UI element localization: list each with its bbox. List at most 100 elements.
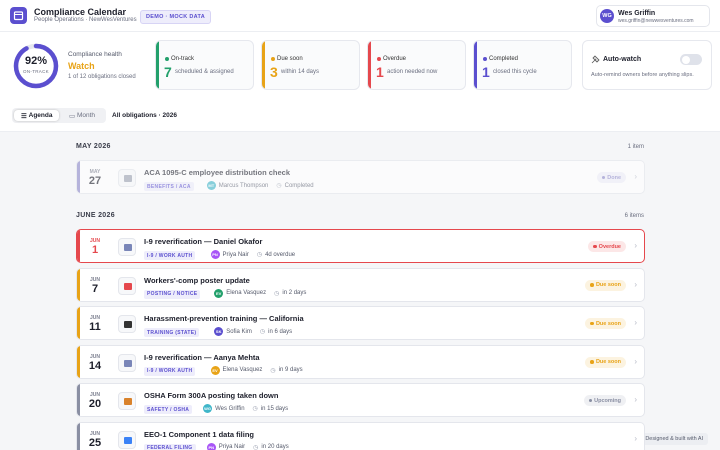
date-month: JUN (89, 353, 100, 360)
status-label: Upcoming (594, 397, 621, 404)
owner-avatar: EV (210, 365, 220, 375)
health-detail: 1 of 12 obligations closed (68, 74, 136, 80)
row-title: I-9 reverification — Daniel Okafor (144, 237, 263, 246)
owner-name: Elena Vasquez (222, 367, 263, 373)
status-label: Due soon (595, 282, 621, 288)
date-month: JUN (89, 276, 100, 283)
category-tag: FEDERAL FILING (144, 443, 196, 450)
row-title: EEO-1 Component 1 data filing (144, 429, 255, 439)
category-icon (118, 169, 136, 187)
owner: MT Marcus Thompson ◷ Completed (206, 181, 314, 190)
owner-name: Sofia Kim (226, 328, 252, 335)
obligation-row[interactable]: MAY 27 ACA 1095-C employee distribution ch… (76, 160, 645, 194)
date-day: 20 (88, 398, 102, 410)
group-heading: MAY 2026 (76, 143, 111, 150)
row-chevron: › (634, 318, 637, 327)
card-accent (368, 41, 371, 89)
owner-name: Marcus Thompson (218, 182, 269, 189)
status-dot (590, 283, 594, 287)
obligation-row[interactable]: JUN 20 OSHA Form 300A posting taken down SA… (76, 383, 645, 417)
row-chevron: › (634, 395, 637, 404)
card-accent (474, 41, 477, 89)
card-detail: action needed now (387, 69, 438, 75)
row-title: Workers'-comp poster update (144, 275, 250, 285)
owner-avatar: MT (206, 181, 216, 190)
status-pill: Due soon (585, 356, 626, 368)
category-icon (118, 430, 136, 449)
owner-name: Wes Griffin (215, 405, 245, 412)
obligation-row[interactable]: JUN 11 Harassment-prevention training — Ca… (76, 306, 645, 340)
due-text: in 6 days (268, 328, 293, 335)
app-title: Compliance Calendar (34, 7, 127, 17)
group-count: 1 item (627, 144, 644, 150)
row-accent (77, 230, 80, 262)
date-month: JUN (89, 315, 100, 321)
owner-name: Priya Nair (218, 444, 246, 450)
date-day: 11 (89, 321, 101, 333)
auto-watch-toggle[interactable] (680, 54, 702, 65)
status-dot (601, 175, 606, 180)
user-email: wes.griffin@newwesventures.com (618, 18, 694, 24)
ring-caption: ON-TRACK (23, 69, 49, 74)
status-dot (593, 244, 597, 249)
row-title: ACA 1095-C employee distribution check (144, 168, 291, 177)
card-label: Overdue (383, 56, 407, 62)
owner-avatar: PN (210, 250, 220, 259)
owner-name: Priya Nair (222, 251, 249, 258)
card-detail: closed this cycle (493, 69, 537, 75)
status-pill: Overdue (588, 241, 626, 252)
category-icon (118, 276, 136, 295)
stat-card: Due soon 3 within 14 days (261, 40, 360, 90)
logo (10, 7, 27, 24)
stat-card: Overdue 1 action needed now (367, 40, 466, 90)
card-detail: scheduled & assigned (175, 69, 234, 75)
health-ring: 92% ON-TRACK (13, 43, 59, 89)
card-accent (262, 41, 265, 89)
due-icon: ◷ (276, 183, 282, 189)
user-menu[interactable]: WG Wes Griffin wes.griffin@newwesventure… (596, 5, 710, 27)
stat-card: Completed 1 closed this cycle (473, 40, 572, 90)
obligation-row[interactable]: JUN 25 EEO-1 Component 1 data filing FEDERA… (76, 421, 645, 450)
date-month: JUN (89, 392, 100, 398)
tab-agenda[interactable]: ☰ Agenda (14, 110, 60, 121)
health-title: Compliance health (68, 51, 122, 58)
owner: PN Priya Nair ◷ in 20 days (206, 442, 289, 450)
date-day: 1 (91, 244, 99, 256)
tab-month[interactable]: ▭ Month (69, 112, 96, 120)
due-icon: ◷ (256, 252, 263, 258)
date-day: 7 (91, 282, 99, 295)
row-chevron: › (634, 433, 637, 443)
owner: PN Priya Nair ◷ 4d overdue (210, 250, 295, 259)
status-dot (590, 321, 594, 326)
obligation-row[interactable]: JUN 7 Workers'-comp poster update POSTING /… (76, 267, 645, 302)
category-tag: I-9 / WORK AUTH (144, 366, 196, 376)
due-text: in 20 days (261, 444, 289, 450)
group-heading: JUNE 2026 (76, 212, 115, 219)
obligation-row[interactable]: JUN 1 I-9 reverification — Daniel Okafor I-… (76, 229, 645, 263)
status-label: Done (607, 174, 621, 181)
owner-avatar: PN (206, 442, 216, 450)
obligation-row[interactable]: JUN 14 I-9 reverification — Aanya Mehta I-9… (76, 344, 645, 379)
status-label: Due soon (595, 359, 621, 365)
user-name: Wes Griffin (618, 10, 656, 17)
demo-badge: DEMO · MOCK DATA (140, 10, 211, 24)
card-count: 3 (270, 64, 278, 80)
due-text: in 15 days (260, 405, 289, 412)
card-dot (165, 57, 169, 61)
date-month: MAY (89, 169, 101, 175)
date-month: JUN (89, 238, 100, 244)
header (0, 0, 720, 32)
card-label: Completed (489, 56, 519, 62)
owner-name: Elena Vasquez (226, 290, 267, 296)
card-dot (483, 57, 487, 61)
row-accent (77, 422, 80, 450)
date-month: JUN (89, 430, 100, 437)
row-title: OSHA Form 300A posting taken down (144, 391, 279, 400)
user-avatar: WG (600, 9, 614, 23)
owner: WG Wes Griffin ◷ in 15 days (203, 404, 288, 413)
auto-watch-card: Auto-watch Auto-remind owners before any… (582, 40, 712, 90)
row-accent (77, 268, 80, 301)
owner-avatar: WG (203, 404, 213, 413)
card-dot (377, 57, 381, 61)
date-day: 27 (88, 175, 102, 187)
